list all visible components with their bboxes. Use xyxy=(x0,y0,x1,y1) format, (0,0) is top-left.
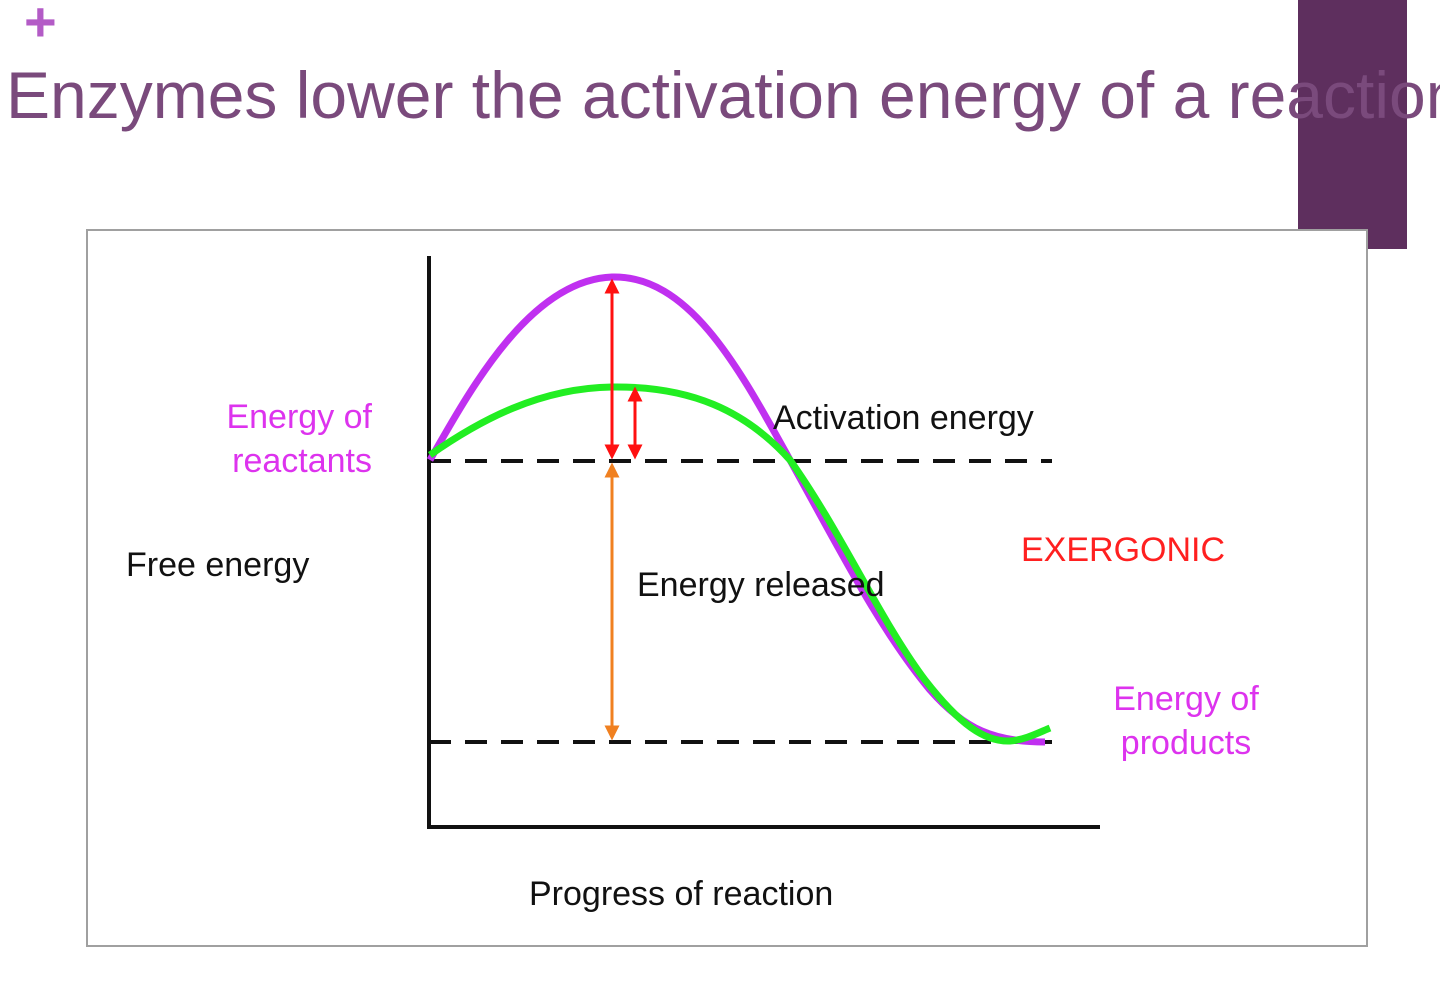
products-label-line-2: products xyxy=(1120,724,1252,763)
reactants-label-line-1: Energy of xyxy=(226,398,372,436)
x-axis-label: Progress of reaction xyxy=(529,875,834,913)
slide-title: Enzymes lower the activation energy of a… xyxy=(6,58,1440,132)
reactants-label-line-2: reactants xyxy=(232,442,372,481)
accent-bar xyxy=(1298,0,1407,249)
activation-energy-label: Activation energy xyxy=(773,399,1034,437)
energy-released-label: Energy released xyxy=(637,566,885,604)
products-label-line-1: Energy of xyxy=(1113,680,1259,718)
catalyzed-curve xyxy=(427,383,1052,745)
products-energy-label: Energy of products xyxy=(1105,677,1267,765)
uncatalyzed-curve xyxy=(426,273,1046,746)
y-axis-label: Free energy xyxy=(126,546,310,584)
plus-icon: + xyxy=(24,0,57,53)
exergonic-label: EXERGONIC xyxy=(1021,531,1226,569)
reactants-energy-label: Energy of reactants xyxy=(190,395,372,483)
